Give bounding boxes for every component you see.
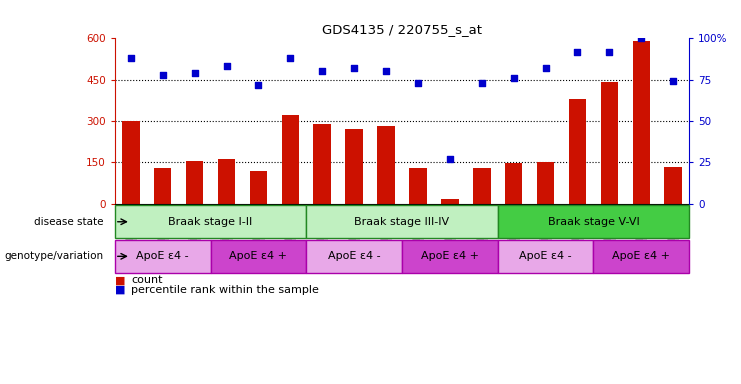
Point [667, 78, 679, 84]
Title: GDS4135 / 220755_s_at: GDS4135 / 220755_s_at [322, 23, 482, 36]
Point [253, 81, 265, 88]
Bar [115, 240, 210, 273]
Bar [568, 99, 586, 204]
Point [571, 48, 583, 55]
Text: ■: ■ [115, 285, 125, 295]
Text: ApoE ε4 -: ApoE ε4 - [328, 251, 380, 262]
Text: ApoE ε4 +: ApoE ε4 + [230, 251, 288, 262]
Bar [313, 124, 331, 204]
Point [603, 48, 615, 55]
Bar [441, 199, 459, 204]
Bar [409, 168, 427, 204]
Bar [115, 205, 306, 238]
Text: ApoE ε4 +: ApoE ε4 + [421, 251, 479, 262]
Text: count: count [131, 275, 163, 285]
Point [221, 63, 233, 70]
Bar [306, 240, 402, 273]
Bar [345, 129, 363, 204]
Text: ■: ■ [115, 275, 125, 285]
Bar [377, 126, 395, 204]
Point [508, 75, 519, 81]
Bar [306, 205, 498, 238]
Text: ApoE ε4 -: ApoE ε4 - [136, 251, 189, 262]
Text: ApoE ε4 +: ApoE ε4 + [612, 251, 671, 262]
Bar [498, 205, 689, 238]
Bar [122, 121, 139, 204]
Bar [218, 159, 236, 204]
Text: Braak stage V-VI: Braak stage V-VI [548, 217, 639, 227]
Point [189, 70, 201, 76]
Text: percentile rank within the sample: percentile rank within the sample [131, 285, 319, 295]
Point [635, 35, 647, 41]
Point [539, 65, 551, 71]
Bar [594, 240, 689, 273]
Bar [601, 83, 618, 204]
Point [412, 80, 424, 86]
Bar [210, 240, 306, 273]
Point [444, 156, 456, 162]
Text: Braak stage III-IV: Braak stage III-IV [354, 217, 450, 227]
Bar [665, 167, 682, 204]
Text: ApoE ε4 -: ApoE ε4 - [519, 251, 572, 262]
Bar [498, 240, 594, 273]
Text: disease state: disease state [34, 217, 104, 227]
Point [157, 72, 169, 78]
Bar [536, 162, 554, 204]
Point [380, 68, 392, 74]
Bar [473, 168, 491, 204]
Bar [186, 161, 203, 204]
Point [125, 55, 137, 61]
Text: genotype/variation: genotype/variation [4, 251, 104, 262]
Point [285, 55, 296, 61]
Bar [154, 168, 171, 204]
Point [348, 65, 360, 71]
Point [316, 68, 328, 74]
Bar [633, 41, 650, 204]
Bar [505, 163, 522, 204]
Bar [282, 115, 299, 204]
Text: Braak stage I-II: Braak stage I-II [168, 217, 253, 227]
Point [476, 80, 488, 86]
Bar [402, 240, 498, 273]
Bar [250, 171, 268, 204]
